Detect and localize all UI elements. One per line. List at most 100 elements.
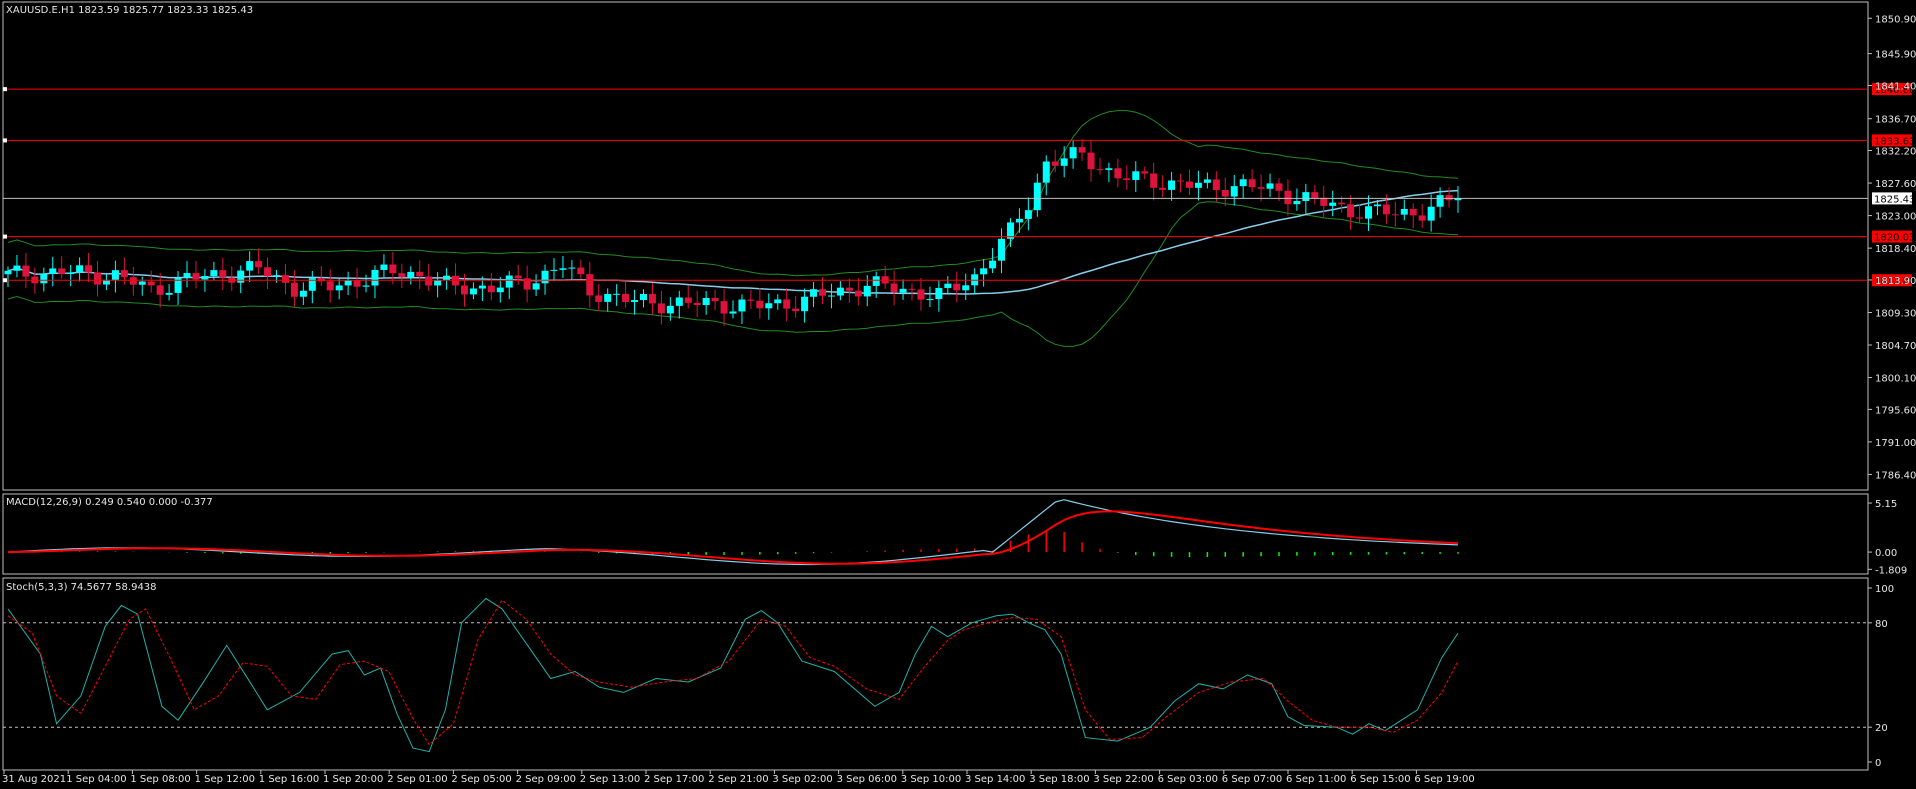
line-handle[interactable] (3, 87, 7, 92)
y-tick-label: 1836.70 (1875, 115, 1916, 126)
candle-body (1329, 202, 1337, 206)
candle-body (219, 270, 227, 278)
x-tick-label: 31 Aug 2021 (2, 774, 66, 785)
x-tick-label: 3 Sep 10:00 (901, 774, 961, 785)
symbol-header: XAUUSD.E.H1 1823.59 1825.77 1823.33 1825… (6, 5, 253, 16)
candle-body (67, 272, 75, 274)
candle-body (657, 303, 665, 314)
stoch-pane[interactable] (2, 577, 1869, 771)
x-tick-label: 6 Sep 07:00 (1222, 774, 1282, 785)
candle-body (783, 299, 791, 309)
line-handle[interactable] (3, 234, 7, 239)
candle-body (1293, 201, 1301, 205)
candle-body (908, 288, 916, 290)
candle-body (738, 299, 746, 312)
candle-body (290, 282, 298, 297)
candle-body (1302, 192, 1310, 202)
x-tick-label: 6 Sep 15:00 (1350, 774, 1410, 785)
bollinger-lower-line (7, 201, 1459, 347)
candle-body (1087, 152, 1095, 170)
candle-body (13, 265, 21, 271)
candle-body (792, 308, 800, 312)
candle-body (675, 297, 683, 306)
candle-body (58, 268, 66, 274)
candle-body (1454, 198, 1462, 201)
line-handle[interactable] (3, 278, 7, 283)
candle-body (586, 274, 594, 296)
y-tick-label: 1841.40 (1875, 81, 1916, 92)
stoch-y-tick-label: 100 (1875, 584, 1894, 595)
candle-body (1212, 179, 1220, 191)
candle-body (460, 285, 468, 295)
candle-body (299, 290, 307, 297)
x-tick-label: 1 Sep 04:00 (66, 774, 126, 785)
candle-body (138, 281, 146, 285)
candle-body (863, 285, 871, 297)
macd-pane[interactable] (2, 493, 1869, 575)
x-tick-label: 2 Sep 21:00 (708, 774, 768, 785)
y-tick-label: 1809.30 (1875, 308, 1916, 319)
candle-body (1177, 180, 1185, 182)
x-tick-label: 6 Sep 11:00 (1286, 774, 1346, 785)
candle-body (1042, 161, 1050, 183)
candle-body (389, 264, 397, 274)
price-pane[interactable] (2, 1, 1869, 491)
y-tick-label: 1850.90 (1875, 14, 1916, 25)
x-tick-label: 1 Sep 08:00 (130, 774, 190, 785)
candle-body (165, 292, 173, 295)
candle-body (1015, 218, 1023, 223)
candle-body (756, 300, 764, 309)
candle-body (541, 270, 549, 284)
y-tick-label: 1786.40 (1875, 470, 1916, 481)
candle-body (1006, 222, 1014, 239)
line-handle[interactable] (3, 138, 7, 143)
candle-body (246, 261, 254, 271)
candle-body (845, 287, 853, 291)
candle-body (1418, 215, 1426, 221)
candle-body (344, 280, 352, 286)
candle-body (496, 287, 504, 293)
candle-body (854, 290, 862, 297)
macd-signal-line (7, 510, 1459, 565)
candle-body (353, 280, 361, 287)
candle-body (684, 297, 692, 303)
y-tick-label: 1804.70 (1875, 341, 1916, 352)
candle-body (102, 279, 110, 285)
candle-body (729, 311, 737, 314)
candle-body (1069, 147, 1077, 159)
current-price-tag (1872, 192, 1912, 205)
candle-body (819, 289, 827, 296)
candle-body (1239, 179, 1247, 187)
candle-body (1320, 197, 1328, 206)
candle-body (1382, 204, 1390, 215)
candle-body (40, 273, 48, 284)
x-tick-label: 1 Sep 16:00 (259, 774, 319, 785)
candle-body (255, 261, 263, 268)
candle-body (1159, 187, 1167, 190)
y-tick-label: 1800.10 (1875, 374, 1916, 385)
candle-body (693, 302, 701, 306)
candle-body (1132, 171, 1140, 180)
macd-main-line (7, 499, 1459, 566)
candle-body (1185, 181, 1193, 188)
candle-body (1203, 179, 1211, 183)
candle-body (308, 278, 316, 291)
candle-body (899, 288, 907, 293)
candle-body (953, 283, 961, 291)
candle-body (478, 285, 486, 289)
candle-body (917, 289, 925, 300)
candle-body (1150, 173, 1158, 188)
candle-body (49, 268, 57, 274)
x-tick-label: 2 Sep 05:00 (451, 774, 511, 785)
candle-body (407, 271, 415, 278)
candle-body (183, 273, 191, 278)
macd-y-tick-label: -1.809 (1875, 565, 1907, 576)
candle-body (326, 281, 334, 291)
candle-body (944, 283, 952, 288)
candle-body (76, 265, 84, 273)
candle-body (434, 280, 442, 286)
candle-body (514, 275, 522, 279)
candle-body (380, 264, 388, 270)
x-tick-label: 2 Sep 13:00 (580, 774, 640, 785)
